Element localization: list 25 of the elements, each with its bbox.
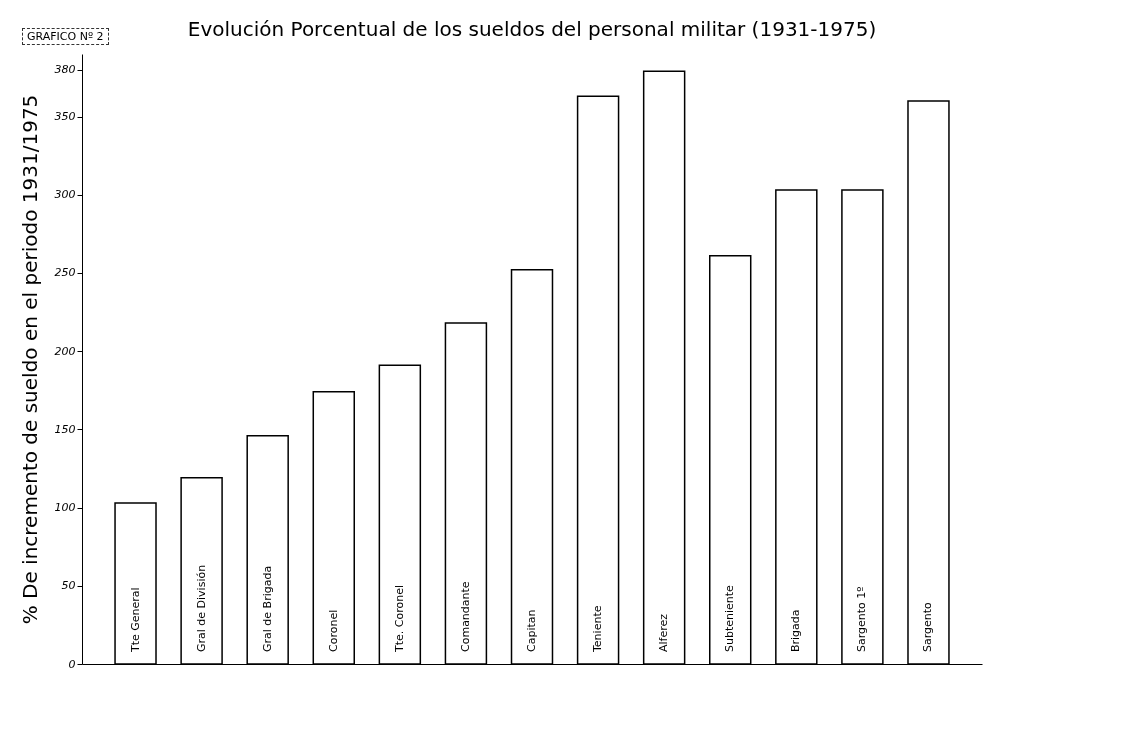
x-tick-label: Comandante	[458, 581, 472, 652]
chart-title: Evolución Porcentual de los sueldos del personal militar (1931-1975)	[187, 17, 877, 41]
x-tick-label: Gral de División	[194, 564, 208, 652]
x-tick-label: Capitan	[525, 609, 538, 652]
y-tick-label: 100	[54, 501, 76, 515]
x-tick-label: Sargento 1º	[855, 586, 869, 652]
x-tick-label: Tte General	[128, 587, 142, 653]
y-tick-label: 150	[54, 422, 76, 436]
x-tick-label: Gral de Brigada	[260, 565, 274, 652]
y-tick-label: 250	[54, 266, 76, 280]
x-tick-label: Alferez	[657, 613, 671, 652]
x-tick-label: Subteniente	[723, 584, 737, 652]
x-tick-label: Tte. Coronel	[392, 584, 406, 653]
y-tick-label: 0	[68, 657, 76, 671]
y-axis-title: % De incremento de sueldo en el periodo 1931/1975	[17, 94, 42, 625]
x-tick-label: Teniente	[591, 605, 605, 653]
text: GRAFICO Nº 2	[22, 28, 109, 45]
x-tick-label: Brigada	[789, 609, 803, 652]
y-tick-label: 50	[61, 579, 76, 593]
y-tick-label: 200	[54, 344, 76, 358]
y-tick-label: 300	[54, 188, 76, 202]
x-tick-label: Coronel	[326, 609, 340, 652]
y-tick-label: 350	[54, 110, 76, 124]
y-tick-label: 380	[54, 63, 76, 77]
x-tick-label: Sargento	[921, 601, 935, 652]
